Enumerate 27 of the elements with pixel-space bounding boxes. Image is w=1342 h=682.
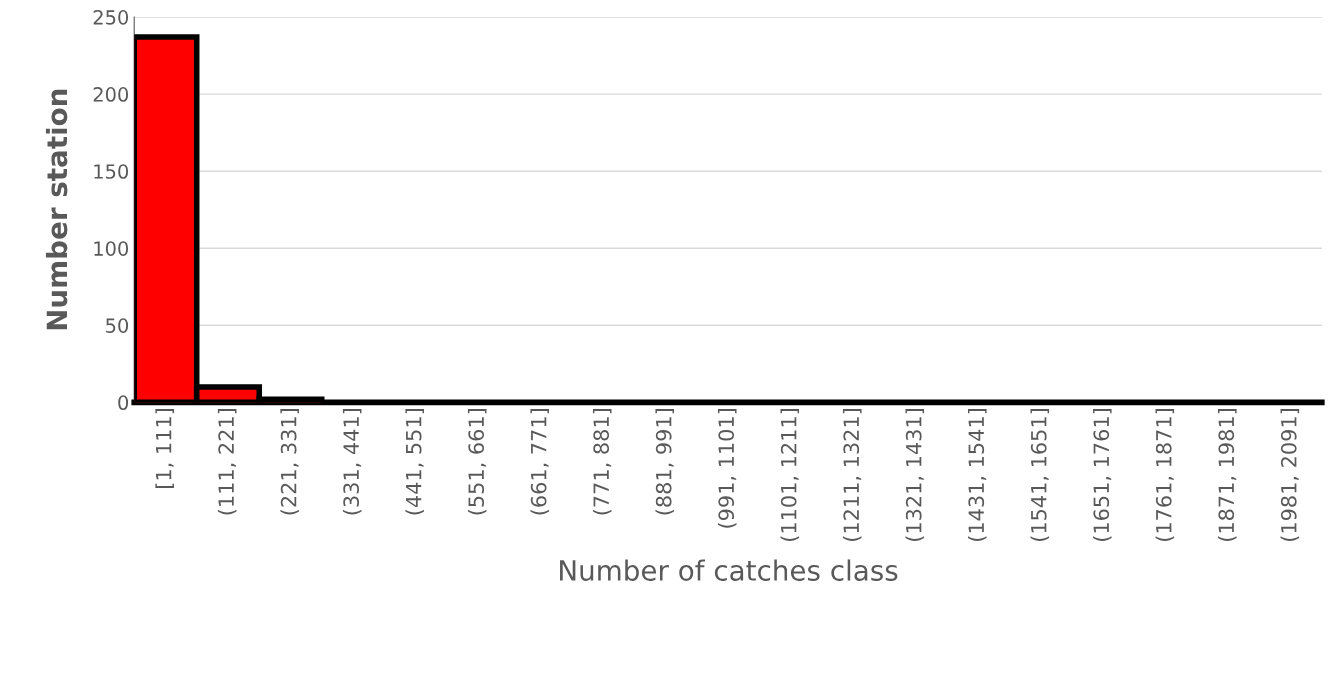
- y-tick-label: 250: [93, 10, 129, 25]
- x-tick-label: (1981, 2091]: [1280, 409, 1300, 541]
- x-tick-label: (1431, 1541]: [967, 409, 987, 541]
- x-tick-label: (331, 441]: [342, 409, 362, 515]
- x-tick-label: (1541, 1651]: [1030, 409, 1050, 541]
- x-tick-label: (1761, 1871]: [1155, 409, 1175, 541]
- x-tick-label: (991, 1101]: [717, 409, 737, 528]
- y-tick-label: 50: [106, 318, 129, 333]
- x-tick-label: (1101, 1211]: [780, 409, 800, 541]
- x-tick-label: [1, 111]: [155, 409, 174, 488]
- x-tick-label: (441, 551]: [405, 409, 424, 515]
- x-tick-label: (771, 881]: [592, 409, 612, 515]
- y-axis-title: Number station: [45, 89, 68, 330]
- y-tick-label: 0: [118, 395, 129, 411]
- x-tick-label: (881, 991]: [655, 409, 675, 515]
- x-tick-label: (1211, 1321]: [842, 409, 862, 541]
- x-tick-label: (221, 331]: [280, 409, 299, 515]
- x-tick-label: (111, 221]: [217, 409, 237, 515]
- x-tick-label: (551, 661]: [467, 409, 487, 515]
- x-tick-label: (1651, 1761]: [1093, 409, 1112, 541]
- y-tick-label: 150: [94, 164, 129, 179]
- x-tick-label: (1871, 1981]: [1218, 409, 1237, 541]
- x-axis-title: Number of catches class: [560, 559, 898, 581]
- x-tick-label: (661, 771]: [530, 409, 549, 515]
- x-tick-label: (1321, 1431]: [905, 409, 925, 541]
- y-tick-label: 100: [94, 241, 129, 256]
- y-tick-label: 200: [93, 87, 129, 102]
